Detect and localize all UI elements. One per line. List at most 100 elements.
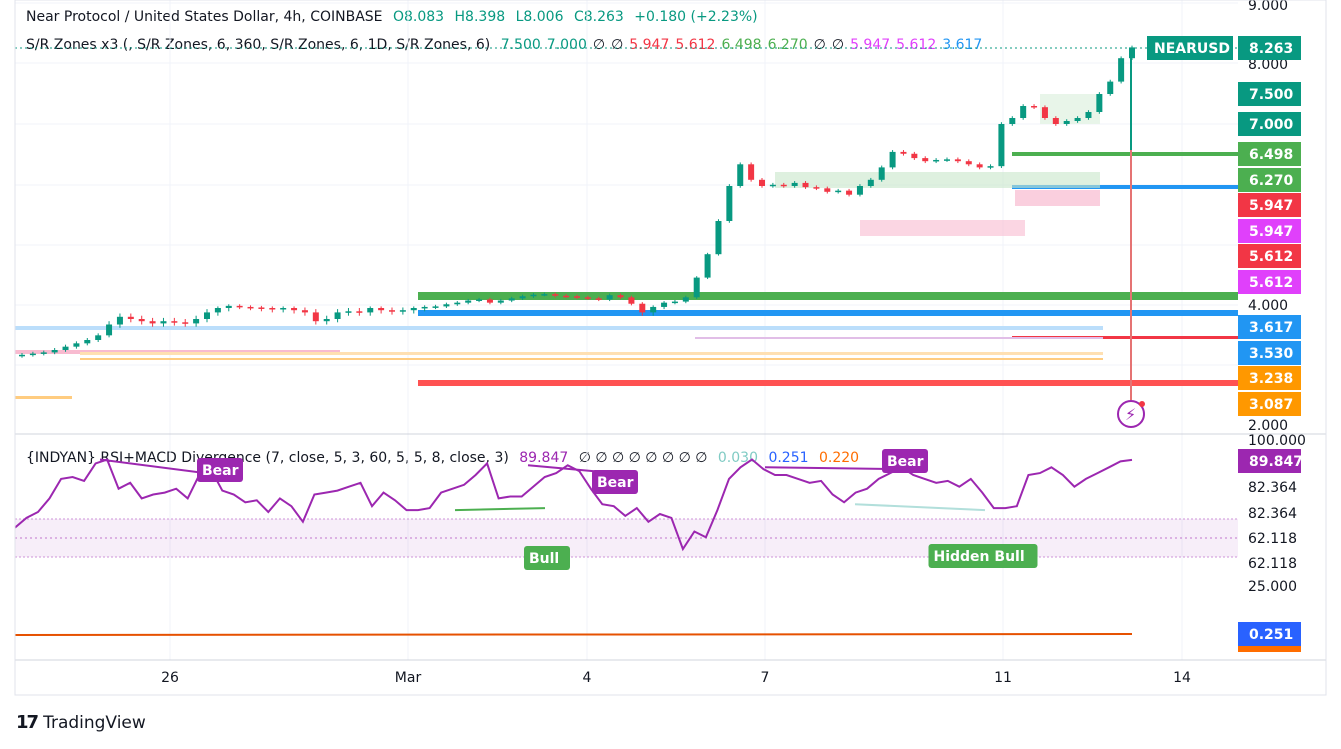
ohlc-change: +0.180 (+2.23%) <box>634 9 758 25</box>
candle-body-58 <box>650 306 657 313</box>
candle-body-98 <box>1085 112 1092 118</box>
candle-body-86 <box>954 159 961 162</box>
candle-body-99 <box>1096 94 1103 112</box>
candle-body-89 <box>987 166 994 168</box>
candle-body-25 <box>291 308 298 311</box>
ohlc-low: L8.006 <box>515 9 564 25</box>
candle-body-88 <box>976 164 983 168</box>
zone-blue-light <box>15 326 1103 330</box>
candle-body-38 <box>432 306 439 308</box>
indicator-nulls: ∅ ∅ ∅ ∅ ∅ ∅ ∅ ∅ <box>578 450 708 466</box>
candle-body-94 <box>1041 107 1048 118</box>
symbol-badge: NEARUSD <box>1154 41 1230 57</box>
price-label-2: 6.498 <box>1249 147 1293 163</box>
candle-body-4 <box>62 346 69 350</box>
price-label-bg-4 <box>1238 193 1301 217</box>
candle-body-16 <box>193 319 200 324</box>
rsi-tick-4: 62.118 <box>1248 556 1297 572</box>
sr-value-7: 6.270 <box>767 37 808 53</box>
sr-value-9: ∅ <box>831 37 845 53</box>
candle-body-69 <box>769 184 776 187</box>
div-line-bull-1 <box>454 507 546 512</box>
zone-green-box-2 <box>1040 94 1100 124</box>
price-tick-2: 4.000 <box>1248 298 1288 314</box>
price-tick-3: 2.000 <box>1248 418 1288 434</box>
candle-body-67 <box>748 164 755 180</box>
candle-body-92 <box>1020 106 1027 118</box>
candle-body-37 <box>421 306 428 309</box>
candle-body-49 <box>552 294 559 296</box>
candle-body-70 <box>780 184 787 187</box>
sr-value-8: ∅ <box>813 37 826 53</box>
rsi-pane: Bear Bull Bear Bear Hidden Bull 100.000 82.364… <box>14 433 1306 652</box>
price-label-bg-10 <box>1238 366 1301 390</box>
price-label-bg-8 <box>1238 315 1301 339</box>
candle-body-64 <box>715 221 722 255</box>
candle-body-43 <box>486 299 493 303</box>
candle-body-41 <box>465 300 472 303</box>
divergence-tag-4: Hidden Bull <box>934 549 1025 565</box>
candle-body-47 <box>530 294 537 297</box>
price-label-4: 5.947 <box>1249 198 1293 214</box>
candle-body-27 <box>312 312 319 322</box>
candle-body-18 <box>214 308 221 313</box>
sr-zones-values: 7.500 7.000 ∅ ∅ 5.947 5.612 6.498 6.270 ∅ ∅ 5.947 5… <box>501 37 989 53</box>
price-label-9: 3.530 <box>1249 346 1294 362</box>
candle-body-79 <box>878 167 885 180</box>
sr-value-6: 6.498 <box>721 37 762 53</box>
price-label-bg-2 <box>1238 142 1301 166</box>
candle-body-81 <box>900 151 907 154</box>
sr-zones-label: S/R Zones x3 (, S/R Zones, 6, 360, S/R Z… <box>26 37 491 53</box>
price-label-11: 3.087 <box>1249 397 1293 413</box>
x-tick-3: 7 <box>761 670 770 686</box>
price-label-bg-9 <box>1238 341 1301 365</box>
price-label-10: 3.238 <box>1249 371 1293 387</box>
candle-body-78 <box>867 179 874 186</box>
candle-body-63 <box>704 254 711 278</box>
zone-blue-major <box>418 310 1238 316</box>
candle-body-28 <box>323 319 330 322</box>
candle-body-84 <box>933 159 940 162</box>
candle-body-19 <box>225 305 232 308</box>
sr-value-1: 7.000 <box>546 37 587 53</box>
last-price-bg <box>1238 36 1301 60</box>
sr-zones <box>15 94 1238 399</box>
candle-body-50 <box>563 295 570 298</box>
rsi-tick-5: 25.000 <box>1248 579 1297 595</box>
price-label-bg-0 <box>1238 82 1301 106</box>
price-tick-1: 8.000 <box>1248 57 1288 73</box>
price-tick-0: 9.000 <box>1248 0 1288 14</box>
candle-body-5 <box>73 343 80 347</box>
candle-body-76 <box>846 190 853 195</box>
tradingview-brand: 17 TradingView <box>16 712 146 733</box>
div-line-bear-3 <box>764 466 906 471</box>
candle-body-51 <box>574 296 580 298</box>
price-label-bg-1 <box>1238 112 1301 136</box>
sr-value-3: ∅ <box>611 37 624 53</box>
zone-red-major <box>418 380 1238 386</box>
price-label-bg-11 <box>1238 392 1301 416</box>
candle-body-77 <box>856 186 863 195</box>
candle-body-30 <box>345 311 352 313</box>
candle-body-39 <box>443 304 450 307</box>
candle-body-3 <box>51 350 58 353</box>
candle-body-29 <box>334 312 341 319</box>
zone-pink-box <box>860 220 1025 236</box>
macd-last-value: 0.251 <box>1249 627 1293 643</box>
sr-value-4: 5.947 <box>629 37 670 53</box>
candle-body-8 <box>106 324 113 336</box>
x-tick-4: 11 <box>994 670 1012 686</box>
indicator-label: {INDYAN} RSI+MACD Divergence (7, close, … <box>26 450 509 466</box>
candle-body-26 <box>301 310 308 313</box>
candle-body-17 <box>204 312 210 319</box>
price-label-0: 7.500 <box>1249 87 1294 103</box>
candle-body-65 <box>726 186 733 221</box>
x-tick-0: 26 <box>161 670 179 686</box>
candle-body-95 <box>1052 118 1059 124</box>
candle-body-15 <box>182 322 189 324</box>
candle-body-21 <box>247 306 254 309</box>
sr-value-11: 5.612 <box>896 37 937 53</box>
ohlc-high: H8.398 <box>454 9 506 25</box>
divergence-tags: Bear Bull Bear Bear Hidden Bull <box>197 449 1038 570</box>
